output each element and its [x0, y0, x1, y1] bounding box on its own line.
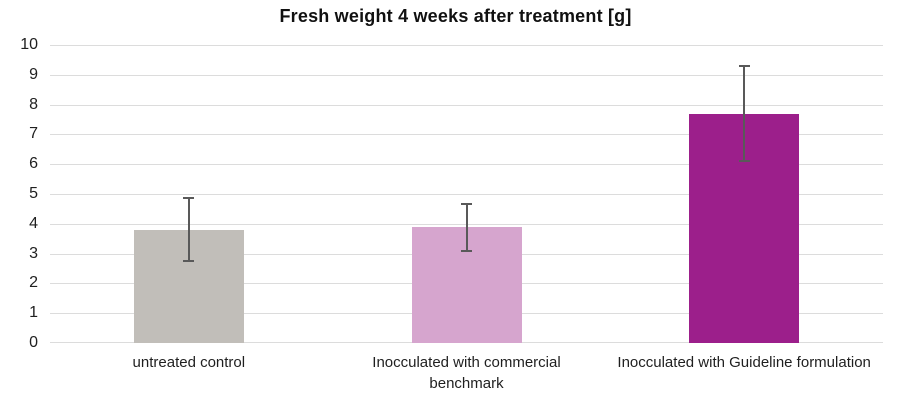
y-tick-label-3: 3	[29, 244, 38, 262]
y-tick-label-6: 6	[29, 155, 38, 173]
y-tick-label-10: 10	[20, 36, 38, 53]
error-bar-cap-top-1	[461, 203, 472, 206]
gridline-y10	[50, 45, 883, 46]
error-bar-cap-bottom-0	[183, 260, 195, 263]
y-tick-label-0: 0	[29, 334, 38, 351]
chart-title: Fresh weight 4 weeks after treatment [g]	[279, 6, 632, 26]
error-bar-cap-bottom-1	[461, 249, 472, 252]
x-category-label-0: untreated control	[132, 354, 246, 371]
x-category-label-1: Inocculated with commercial benchmark	[372, 354, 561, 392]
gridline-y5	[50, 194, 883, 195]
error-bar-line-2	[743, 65, 746, 162]
gridline-y9	[50, 74, 883, 76]
gridline-y6	[50, 164, 883, 166]
y-axis-labels: 0 1 2 3 4 5 6 7 8 9 10	[0, 36, 38, 351]
y-tick-label-2: 2	[29, 274, 38, 292]
y-tick-label-9: 9	[29, 65, 38, 83]
y-tick-label-5: 5	[29, 185, 38, 202]
y-tick-label-4: 4	[29, 214, 38, 232]
error-bar-cap-top-2	[738, 64, 750, 67]
plot-area	[50, 45, 883, 343]
error-bar-cap-top-0	[183, 197, 195, 200]
y-tick-label-7: 7	[29, 125, 38, 143]
x-axis-labels: untreated control Inocculated with commer…	[50, 352, 883, 407]
y-tick-label-1: 1	[29, 304, 38, 322]
error-bar-cap-bottom-2	[738, 160, 750, 163]
error-bar-line-1	[465, 204, 468, 251]
gridline-y7	[50, 134, 883, 136]
error-bar-line-0	[187, 198, 190, 262]
y-tick-label-8: 8	[29, 95, 38, 113]
gridline-y8	[50, 104, 883, 106]
x-category-label-2: Inocculated with Guideline formulation	[617, 354, 871, 371]
